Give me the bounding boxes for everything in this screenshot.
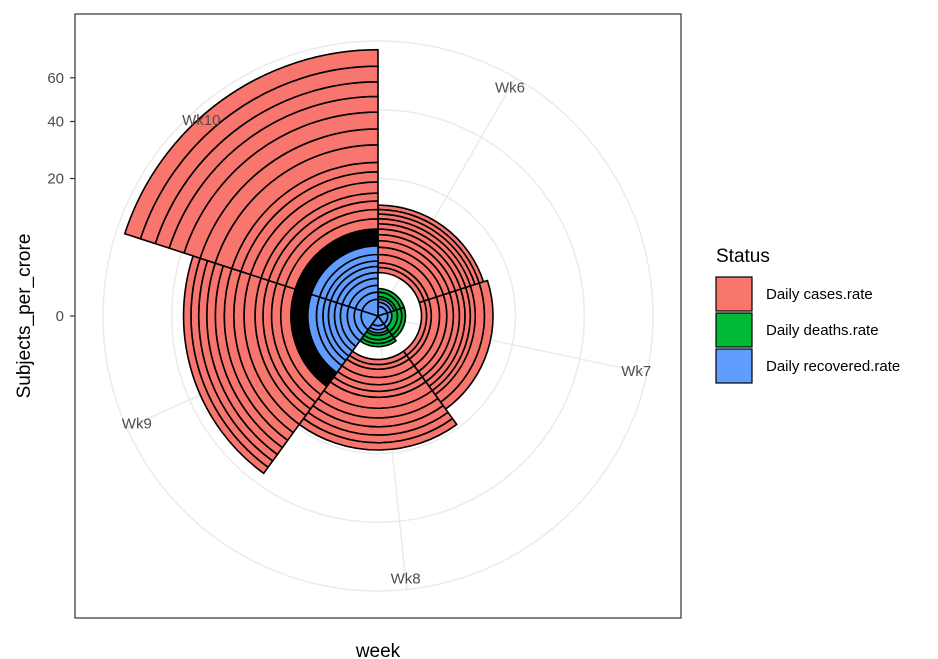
legend: Status Daily cases.rate Daily deaths.rate… [715,246,900,384]
y-tick-label-20: 20 [47,171,64,188]
category-label-wk10: Wk10 [182,112,220,129]
legend-key-2 [715,312,753,348]
category-label-wk6: Wk6 [495,79,525,96]
y-tick-label-0: 0 [56,308,64,325]
legend-key-3 [715,348,753,384]
grid-circle-4 [102,40,654,592]
y-tick-label-40: 40 [47,114,64,131]
legend-label-1: Daily cases.rate [766,286,873,303]
category-label-wk9: Wk9 [122,415,152,432]
bar-segment-wk6-s3-3 [377,298,395,313]
category-labels: Wk6 Wk7 Wk8 Wk9 Wk10 [122,79,651,587]
category-label-wk7: Wk7 [621,363,651,380]
legend-key-1 [715,276,753,312]
bar-segment-wk10-s3-9 [310,245,379,298]
bar-segment-wk10-s1-14 [123,48,379,240]
category-label-wk8: Wk8 [391,571,421,588]
x-axis-title: week [355,641,401,659]
y-axis-ticks: 0 20 40 60 [47,70,75,325]
legend-label-3: Daily recovered.rate [766,358,900,375]
bars-layer [123,48,494,475]
legend-title: Status [716,246,770,267]
y-tick-label-60: 60 [47,70,64,87]
bar-segment-wk10-s2-14 [294,228,379,291]
y-axis-title: Subjects_per_crore [14,234,35,399]
legend-label-2: Daily deaths.rate [766,322,879,339]
